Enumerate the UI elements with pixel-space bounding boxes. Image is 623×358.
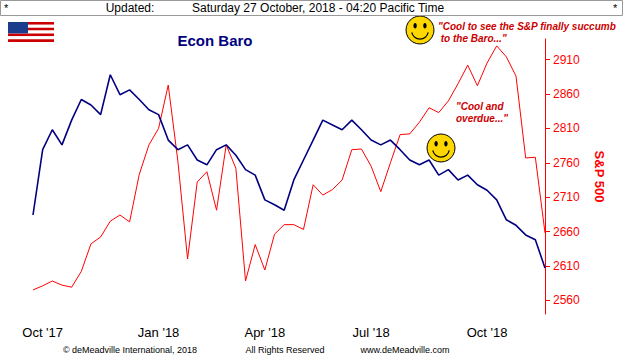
svg-text:Oct '18: Oct '18 — [467, 325, 508, 340]
svg-text:S&P 500: S&P 500 — [592, 151, 607, 203]
svg-text:2760: 2760 — [553, 156, 580, 170]
svg-text:© deMeadville International, 2: © deMeadville International, 2018 — [63, 345, 197, 355]
svg-text:2560: 2560 — [553, 293, 580, 307]
svg-text:2810: 2810 — [553, 121, 580, 135]
svg-text:Apr '18: Apr '18 — [244, 325, 285, 340]
svg-text:*: * — [613, 2, 618, 14]
svg-text:2660: 2660 — [553, 225, 580, 239]
svg-text:*: * — [4, 2, 9, 14]
svg-text:Jan '18: Jan '18 — [138, 325, 180, 340]
svg-text:"Cool and: "Cool and — [456, 101, 504, 112]
svg-text:Oct '17: Oct '17 — [22, 325, 63, 340]
svg-text:to the Baro...": to the Baro..." — [438, 33, 507, 44]
svg-text:Jul '18: Jul '18 — [353, 325, 390, 340]
svg-text:Updated:: Updated: — [106, 1, 155, 15]
svg-text:overdue...": overdue..." — [456, 113, 508, 124]
svg-text:www.deMeadville.com: www.deMeadville.com — [359, 345, 449, 355]
svg-text:2710: 2710 — [553, 190, 580, 204]
svg-text:Econ Baro: Econ Baro — [177, 32, 252, 49]
svg-text:Saturday 27 October, 2018 - 04: Saturday 27 October, 2018 - 04:20 Pacifi… — [192, 1, 444, 15]
svg-text:All Rights Reserved: All Rights Reserved — [245, 345, 324, 355]
svg-text:2860: 2860 — [553, 87, 580, 101]
svg-text:2610: 2610 — [553, 259, 580, 273]
svg-text:"Cool to see the S&P finally s: "Cool to see the S&P finally succumb — [438, 21, 616, 32]
svg-text:2910: 2910 — [553, 53, 580, 67]
